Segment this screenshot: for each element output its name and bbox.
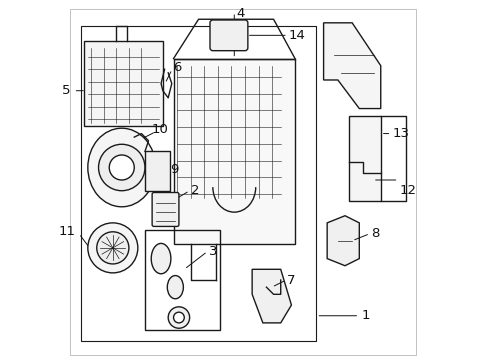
Bar (173, 59, 295, 244)
Text: 5: 5 (61, 84, 70, 97)
Text: 4: 4 (236, 8, 245, 21)
Text: 12: 12 (399, 184, 416, 197)
Bar (145, 230, 220, 330)
Circle shape (173, 312, 184, 323)
Text: 8: 8 (371, 227, 379, 240)
Bar (145, 152, 170, 191)
Polygon shape (323, 23, 381, 109)
FancyBboxPatch shape (152, 193, 179, 226)
Circle shape (168, 307, 190, 328)
Circle shape (109, 155, 134, 180)
Polygon shape (327, 216, 359, 266)
Bar (84, 41, 163, 126)
Text: 9: 9 (171, 163, 179, 176)
Text: 3: 3 (209, 245, 217, 258)
Text: 13: 13 (392, 127, 410, 140)
Ellipse shape (88, 128, 156, 207)
Circle shape (97, 232, 129, 264)
Text: 2: 2 (191, 184, 199, 197)
Text: 14: 14 (289, 29, 305, 42)
Polygon shape (252, 269, 292, 323)
Text: 10: 10 (151, 123, 168, 136)
Bar (348, 116, 381, 202)
Text: 7: 7 (287, 274, 295, 287)
Circle shape (98, 144, 145, 191)
Text: 11: 11 (58, 225, 75, 238)
FancyBboxPatch shape (210, 20, 248, 51)
Text: 1: 1 (361, 309, 369, 322)
Ellipse shape (151, 243, 171, 274)
Bar (81, 26, 317, 341)
Ellipse shape (167, 275, 183, 299)
Circle shape (88, 223, 138, 273)
Text: 6: 6 (173, 61, 181, 74)
